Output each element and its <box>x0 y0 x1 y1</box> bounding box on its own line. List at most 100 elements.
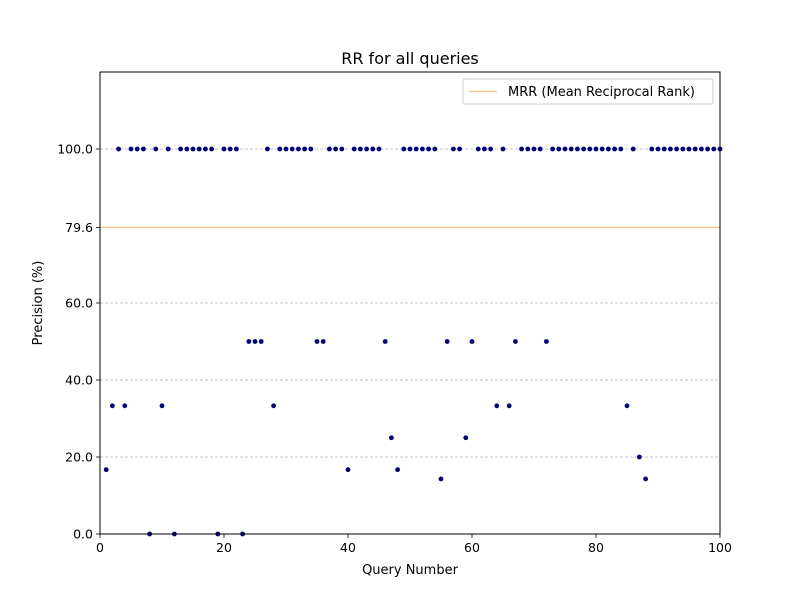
data-point-60 <box>469 339 475 344</box>
legend: MRR (Mean Reciprocal Rank) <box>462 78 714 105</box>
data-point-47 <box>389 435 394 441</box>
data-point-88 <box>643 476 648 482</box>
data-point-80 <box>593 146 599 152</box>
data-point-75 <box>562 146 568 152</box>
data-point-95 <box>686 146 692 152</box>
data-point-64 <box>494 403 500 409</box>
data-point-58 <box>457 146 462 152</box>
data-point-17 <box>203 146 208 152</box>
data-point-3 <box>116 146 121 152</box>
y-axis-ticks: 0.0 20.0 40.0 60.0 79.6 100.0 <box>57 142 100 542</box>
data-point-49 <box>401 146 407 152</box>
data-point-33 <box>302 146 307 152</box>
data-point-82 <box>606 146 611 152</box>
data-point-83 <box>612 146 617 152</box>
x-tick-label-20: 20 <box>216 540 232 555</box>
y-tick-label-3: 60.0 <box>65 296 93 311</box>
data-point-68 <box>519 146 524 152</box>
x-tick-label-100: 100 <box>708 540 732 555</box>
data-point-99 <box>711 146 717 152</box>
data-point-73 <box>550 146 555 152</box>
data-point-13 <box>178 146 184 152</box>
data-point-41 <box>351 146 357 152</box>
data-point-59 <box>463 435 469 441</box>
data-point-61 <box>475 146 481 152</box>
data-point-44 <box>370 146 376 152</box>
data-point-15 <box>190 146 196 152</box>
data-point-78 <box>581 146 586 152</box>
data-point-29 <box>277 146 283 152</box>
x-tick-label-60: 60 <box>464 540 480 555</box>
data-point-50 <box>407 146 413 152</box>
data-point-57 <box>451 146 456 152</box>
data-point-67 <box>513 339 518 344</box>
data-point-97 <box>699 146 704 152</box>
data-point-9 <box>153 146 159 152</box>
data-point-45 <box>376 146 382 152</box>
data-point-36 <box>320 339 326 344</box>
data-point-39 <box>339 146 345 152</box>
data-point-98 <box>705 146 710 152</box>
data-point-74 <box>556 146 562 152</box>
data-point-84 <box>618 146 624 152</box>
data-point-14 <box>184 146 190 152</box>
x-tick-label-40: 40 <box>340 540 356 555</box>
data-point-85 <box>624 403 630 409</box>
data-point-54 <box>432 146 438 152</box>
data-point-56 <box>444 339 450 344</box>
data-point-63 <box>488 146 493 152</box>
data-point-16 <box>196 146 202 152</box>
data-point-6 <box>134 146 140 152</box>
data-point-35 <box>314 339 320 344</box>
data-point-86 <box>630 146 636 152</box>
data-point-1 <box>103 467 109 473</box>
data-point-94 <box>680 146 686 152</box>
data-point-62 <box>482 146 487 152</box>
data-point-76 <box>568 146 574 152</box>
data-point-10 <box>159 403 165 409</box>
x-tick-label-80: 80 <box>588 540 604 555</box>
data-point-70 <box>531 146 537 152</box>
data-point-34 <box>308 146 314 152</box>
data-point-53 <box>426 146 431 152</box>
data-point-77 <box>575 146 580 152</box>
data-point-26 <box>258 339 264 344</box>
x-axis-label: Query Number <box>362 563 459 578</box>
x-tick-label-0: 0 <box>96 540 104 555</box>
data-point-52 <box>420 146 425 152</box>
data-point-22 <box>234 146 239 152</box>
data-points <box>103 146 723 537</box>
data-point-24 <box>246 339 252 344</box>
data-point-21 <box>227 146 233 152</box>
data-point-87 <box>637 454 642 460</box>
data-point-90 <box>655 146 661 152</box>
data-point-42 <box>358 146 363 152</box>
data-point-38 <box>333 146 338 152</box>
data-point-89 <box>649 146 655 152</box>
data-point-66 <box>506 403 512 409</box>
data-point-31 <box>289 146 295 152</box>
data-point-37 <box>327 146 332 152</box>
data-point-72 <box>544 339 549 344</box>
data-point-30 <box>283 146 289 152</box>
data-point-7 <box>141 146 146 152</box>
data-point-4 <box>122 403 128 409</box>
data-point-25 <box>252 339 258 344</box>
y-tick-label-2: 40.0 <box>65 373 93 388</box>
y-tick-label-5: 100.0 <box>57 142 93 157</box>
data-point-71 <box>537 146 543 152</box>
data-point-65 <box>500 146 506 152</box>
data-point-55 <box>438 476 444 482</box>
data-point-28 <box>271 403 276 409</box>
data-point-69 <box>525 146 531 152</box>
data-point-43 <box>364 146 369 152</box>
data-point-92 <box>668 146 673 152</box>
data-point-91 <box>661 146 667 152</box>
data-point-27 <box>265 146 270 152</box>
data-point-51 <box>413 146 419 152</box>
data-point-11 <box>165 146 171 152</box>
y-axis-label: Precision (%) <box>31 261 46 346</box>
data-point-5 <box>128 146 134 152</box>
data-point-81 <box>599 146 605 152</box>
